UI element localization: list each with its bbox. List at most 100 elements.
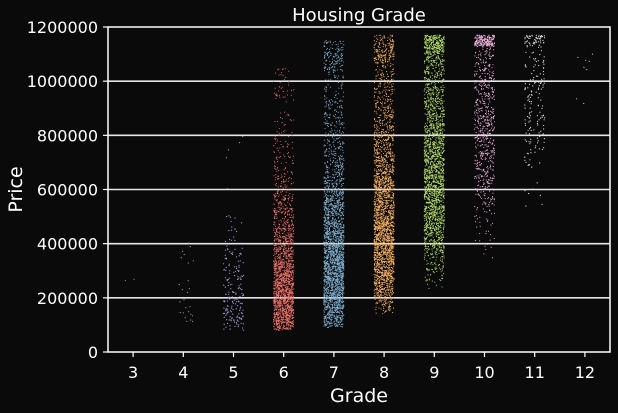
data-point <box>325 285 327 287</box>
data-point <box>281 260 283 262</box>
data-point <box>237 320 239 322</box>
data-point <box>331 314 333 316</box>
data-point <box>291 315 293 317</box>
data-point <box>279 266 281 268</box>
data-point <box>342 204 344 207</box>
data-point <box>325 166 328 168</box>
data-point <box>273 80 275 82</box>
data-point <box>336 268 338 270</box>
data-point <box>380 142 382 144</box>
data-point <box>232 300 234 302</box>
data-point <box>331 58 334 60</box>
data-point <box>279 303 281 305</box>
data-point <box>341 155 343 157</box>
data-point <box>285 277 287 280</box>
data-point <box>290 308 292 310</box>
data-point <box>284 319 287 321</box>
data-point <box>273 260 275 262</box>
data-point <box>290 306 292 308</box>
data-point <box>290 171 292 173</box>
data-point <box>327 235 329 237</box>
data-point <box>284 197 286 199</box>
data-point <box>341 253 343 255</box>
data-point <box>237 260 239 262</box>
data-point <box>282 281 284 283</box>
data-point <box>186 291 188 293</box>
data-point <box>329 248 331 251</box>
data-point <box>232 302 234 304</box>
data-point <box>337 80 339 82</box>
data-point <box>334 157 336 159</box>
data-point <box>324 154 326 156</box>
data-point <box>332 209 335 211</box>
data-point <box>274 232 277 234</box>
data-point <box>340 165 343 167</box>
data-point <box>340 190 342 192</box>
data-point <box>273 323 275 325</box>
data-point <box>273 328 275 330</box>
data-point <box>280 316 282 318</box>
data-point <box>276 290 278 293</box>
data-point <box>229 272 231 274</box>
data-point <box>341 162 343 164</box>
data-point <box>340 259 342 261</box>
data-point <box>275 304 277 306</box>
data-point <box>286 313 288 315</box>
data-point <box>342 289 344 291</box>
data-point <box>341 177 343 180</box>
data-point <box>278 169 280 172</box>
data-point <box>290 274 293 276</box>
data-point <box>329 325 331 327</box>
data-point <box>289 273 291 276</box>
data-point <box>335 126 337 128</box>
data-point <box>339 303 341 306</box>
data-point <box>337 316 339 318</box>
data-point <box>341 190 343 192</box>
data-point <box>281 302 283 304</box>
data-point <box>329 194 331 196</box>
data-point <box>279 309 281 311</box>
data-point <box>282 264 285 266</box>
data-point <box>230 288 232 290</box>
data-point <box>336 207 338 209</box>
data-point <box>342 213 344 215</box>
data-point <box>278 282 280 284</box>
data-point <box>343 159 345 161</box>
data-point <box>342 323 344 325</box>
data-point <box>278 316 280 319</box>
data-point <box>277 319 279 321</box>
data-point <box>285 274 287 276</box>
data-point <box>339 123 341 125</box>
data-point <box>291 290 293 292</box>
data-point <box>342 287 344 289</box>
data-point <box>273 207 276 210</box>
data-point <box>378 85 380 87</box>
data-point <box>336 208 338 211</box>
data-point <box>292 326 294 328</box>
data-point <box>290 296 292 298</box>
data-point <box>225 314 227 316</box>
data-point <box>279 156 281 158</box>
data-point <box>341 294 343 296</box>
data-point <box>342 164 344 166</box>
data-point <box>278 232 280 234</box>
data-point <box>341 254 343 256</box>
data-point <box>227 278 229 281</box>
data-point <box>328 204 330 206</box>
data-point <box>282 243 284 246</box>
data-point <box>241 327 244 329</box>
data-point <box>330 232 332 234</box>
data-point <box>326 183 328 185</box>
data-point <box>276 158 278 161</box>
data-point <box>334 135 336 137</box>
data-point <box>237 326 239 328</box>
data-point <box>277 326 279 329</box>
data-point <box>324 98 326 100</box>
data-point <box>333 150 335 152</box>
data-point <box>234 239 236 242</box>
data-point <box>334 125 336 127</box>
data-point <box>277 228 279 230</box>
data-point <box>341 267 344 269</box>
data-point <box>335 286 337 288</box>
data-point <box>276 170 278 172</box>
